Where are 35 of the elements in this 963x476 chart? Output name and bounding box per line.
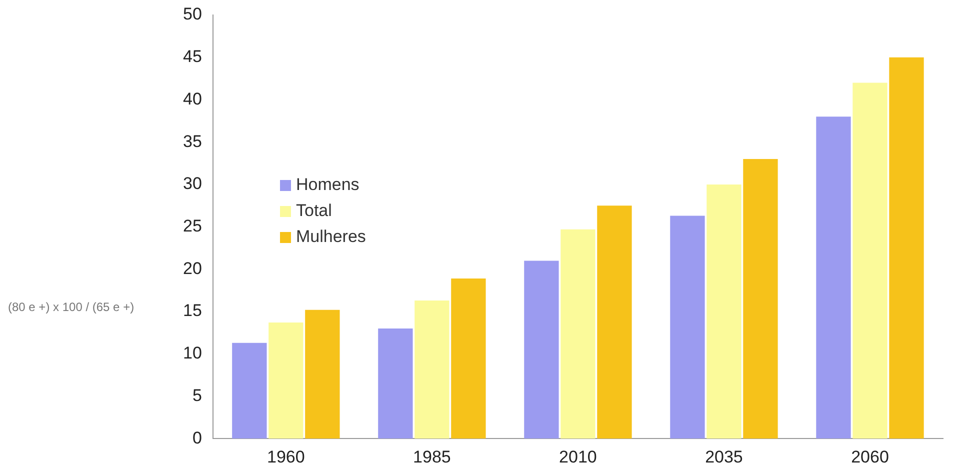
legend-label: Homens: [295, 175, 360, 195]
x-tick-label: 1960: [267, 447, 305, 466]
bar: [852, 82, 888, 439]
bar: [268, 322, 304, 439]
legend-label: Mulheres: [295, 227, 366, 247]
x-tick-label: 2035: [705, 447, 743, 466]
x-tick-label: 2060: [851, 447, 889, 466]
bar: [816, 116, 851, 439]
y-tick-label: 50: [182, 4, 202, 24]
bar: [414, 300, 450, 439]
y-tick-label: 15: [182, 301, 202, 320]
y-tick-label: 30: [182, 174, 202, 194]
y-tick-label: 0: [192, 428, 202, 448]
bar: [743, 159, 778, 439]
bar: [524, 260, 559, 439]
bar: [706, 184, 742, 439]
x-tick-label: 2010: [559, 447, 597, 466]
bar: [451, 278, 486, 439]
y-tick-label: 25: [182, 216, 202, 236]
bar: [670, 216, 705, 439]
bar: [378, 328, 413, 439]
x-tick-label: 1985: [413, 447, 451, 466]
y-tick-label: 45: [182, 47, 202, 66]
y-tick-label: 5: [192, 386, 202, 405]
bar: [889, 57, 924, 439]
bar: [560, 229, 596, 439]
legend-label: Total: [295, 201, 333, 221]
y-tick-label: 35: [182, 132, 202, 151]
y-tick-label: 40: [182, 89, 202, 108]
y-axis-title: (80 e +) x 100 / (65 e +): [8, 300, 136, 314]
bar: [597, 206, 632, 439]
y-tick-label: 10: [182, 344, 202, 363]
bar: [305, 310, 340, 439]
bar: [232, 342, 267, 439]
y-tick-label: 20: [182, 258, 202, 278]
